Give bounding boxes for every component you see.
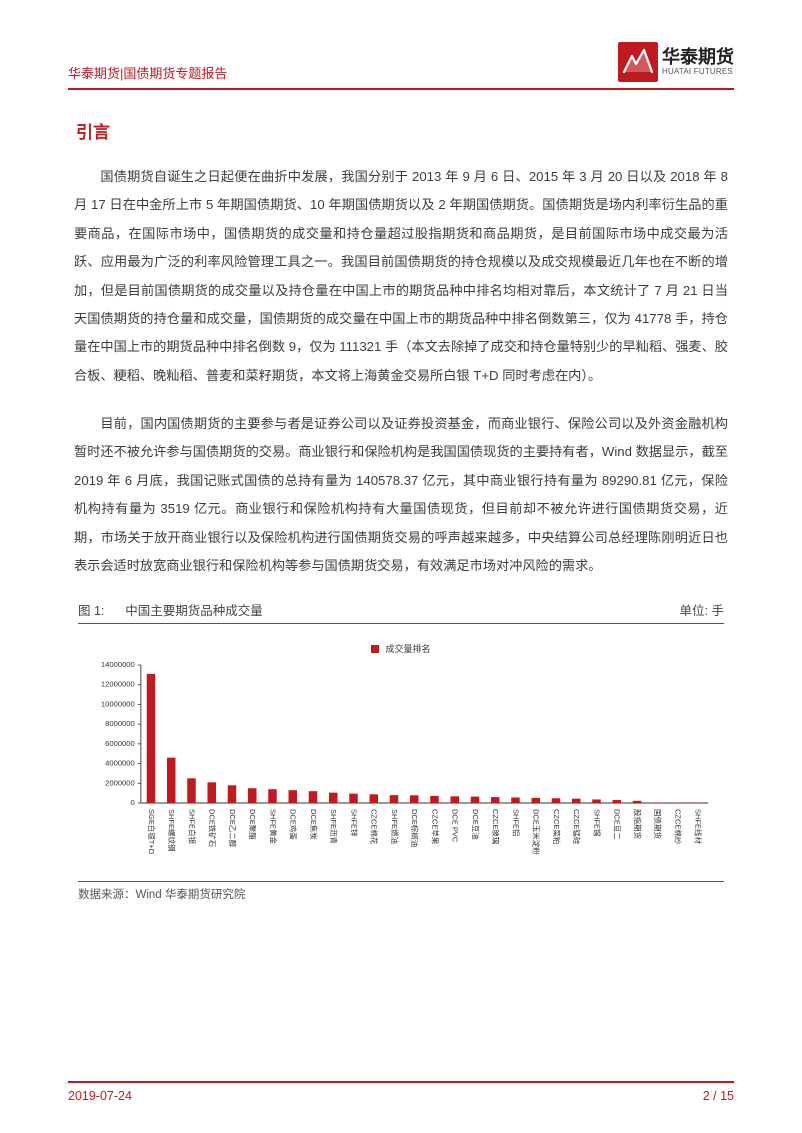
logo-icon xyxy=(618,42,658,82)
svg-text:SHFE线材: SHFE线材 xyxy=(694,809,704,844)
svg-text:SHFE螺纹钢: SHFE螺纹钢 xyxy=(167,809,177,851)
svg-text:SHFE沥青: SHFE沥青 xyxy=(329,809,339,844)
page-footer: 2019-07-24 2 / 15 xyxy=(68,1081,734,1103)
svg-text:4000000: 4000000 xyxy=(105,759,135,768)
paragraph-2: 目前，国内国债期货的主要参与者是证券公司以及证券投资基金，而商业银行、保险公司以… xyxy=(74,410,728,580)
svg-text:国债期货: 国债期货 xyxy=(653,809,663,839)
svg-text:CZCE苹果: CZCE苹果 xyxy=(430,809,440,845)
svg-text:CZCE锰硅: CZCE锰硅 xyxy=(572,809,582,845)
chart-container: 成交量排名 0 2000000 4000000 6000000 8000000 10000… xyxy=(78,634,724,877)
legend-label: 成交量排名 xyxy=(385,642,430,655)
svg-text:10000000: 10000000 xyxy=(101,700,135,709)
chart-legend: 成交量排名 xyxy=(86,642,716,655)
svg-text:SHFE锌: SHFE锌 xyxy=(349,809,359,837)
svg-text:SHFE白银: SHFE白银 xyxy=(187,809,197,844)
logo-text: 华泰期货 HUATAI FUTURES xyxy=(662,48,734,76)
bar-chart: 0 2000000 4000000 6000000 8000000 10000000 120… xyxy=(86,659,716,875)
svg-text:DCE PVC: DCE PVC xyxy=(451,809,460,843)
svg-text:CZCE棉纱: CZCE棉纱 xyxy=(673,809,683,845)
svg-text:CZCE菜粕: CZCE菜粕 xyxy=(552,809,562,844)
svg-text:DCE铁矿石: DCE铁矿石 xyxy=(208,809,218,848)
svg-text:DCE乙二醇: DCE乙二醇 xyxy=(228,809,238,848)
svg-text:股指期货: 股指期货 xyxy=(633,809,643,839)
svg-text:DCE玉米淀粉: DCE玉米淀粉 xyxy=(532,809,542,855)
brand-logo: 华泰期货 HUATAI FUTURES xyxy=(618,42,734,82)
figure-number: 图 1: xyxy=(78,604,104,618)
svg-text:DCE棕榈油: DCE棕榈油 xyxy=(410,809,420,847)
figure-unit: 单位: 手 xyxy=(680,600,724,619)
legend-swatch-icon xyxy=(371,645,379,653)
logo-en: HUATAI FUTURES xyxy=(662,68,734,76)
svg-text:12000000: 12000000 xyxy=(101,680,135,689)
figure-title: 中国主要期货品种成交量 xyxy=(125,604,263,618)
footer-rule xyxy=(68,1081,734,1083)
figure-1: 图 1: 中国主要期货品种成交量 单位: 手 成交量排名 0 2000000 400… xyxy=(74,600,728,902)
header-left-text: 华泰期货|国债期货专题报告 xyxy=(68,63,227,82)
svg-text:SHFE黄金: SHFE黄金 xyxy=(268,809,278,844)
svg-text:DCE鸡蛋: DCE鸡蛋 xyxy=(289,809,299,840)
svg-text:SHFE铝: SHFE铝 xyxy=(511,809,521,836)
logo-cn: 华泰期货 xyxy=(662,48,734,66)
figure-source: 数据来源：Wind 华泰期货研究院 xyxy=(78,881,724,902)
svg-text:DCE焦炭: DCE焦炭 xyxy=(309,809,319,840)
svg-text:0: 0 xyxy=(131,798,135,807)
svg-text:DCE豆二: DCE豆二 xyxy=(613,809,622,840)
svg-text:CZCE棉花: CZCE棉花 xyxy=(370,809,380,845)
figure-label: 图 1: 中国主要期货品种成交量 xyxy=(78,600,263,619)
svg-text:8000000: 8000000 xyxy=(105,719,135,728)
page-header: 华泰期货|国债期货专题报告 华泰期货 HUATAI FUTURES xyxy=(68,42,734,82)
header-rule xyxy=(68,88,734,90)
footer-date: 2019-07-24 xyxy=(68,1089,132,1103)
svg-text:14000000: 14000000 xyxy=(101,660,135,669)
svg-text:DCE豆油: DCE豆油 xyxy=(471,809,481,840)
svg-text:DCE聚酯: DCE聚酯 xyxy=(248,809,257,840)
svg-text:SHFE锡: SHFE锡 xyxy=(592,809,601,837)
svg-text:2000000: 2000000 xyxy=(105,779,135,788)
svg-text:6000000: 6000000 xyxy=(105,739,135,748)
figure-header: 图 1: 中国主要期货品种成交量 单位: 手 xyxy=(78,600,724,624)
svg-text:SHFE燃油: SHFE燃油 xyxy=(390,809,400,844)
footer-page: 2 / 15 xyxy=(703,1089,734,1103)
svg-text:CZCE玻璃: CZCE玻璃 xyxy=(491,809,501,845)
section-title: 引言 xyxy=(76,118,728,143)
svg-text:SGE白银T+D: SGE白银T+D xyxy=(147,809,157,855)
paragraph-1: 国债期货自诞生之日起便在曲折中发展，我国分别于 2013 年 9 月 6 日、2… xyxy=(74,163,728,390)
